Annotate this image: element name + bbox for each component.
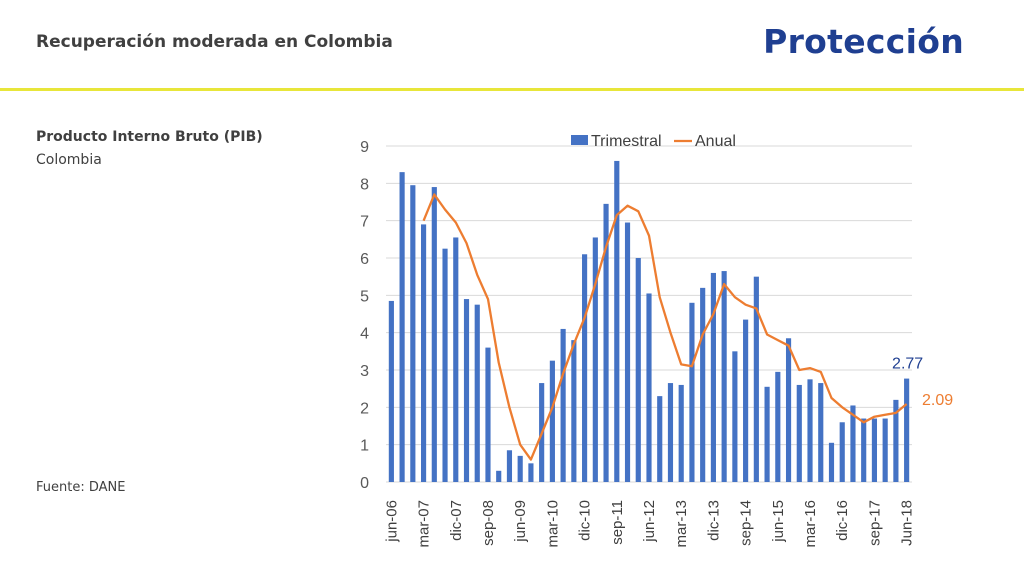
bar-trimestral bbox=[624, 222, 631, 483]
x-tick-label: jun-12 bbox=[641, 500, 658, 543]
bar-trimestral bbox=[496, 470, 502, 482]
bar-trimestral bbox=[753, 276, 759, 482]
bar-trimestral bbox=[528, 463, 534, 482]
x-tick-label: sep-08 bbox=[480, 500, 497, 546]
bar-trimestral bbox=[506, 450, 513, 482]
bar-trimestral bbox=[571, 340, 577, 482]
bar-trimestral bbox=[399, 172, 405, 482]
bar-trimestral bbox=[850, 405, 856, 482]
bar-trimestral bbox=[807, 379, 813, 482]
source-note: Fuente: DANE bbox=[36, 480, 126, 495]
y-tick-label: 9 bbox=[360, 139, 369, 156]
x-tick-label: mar-07 bbox=[416, 500, 433, 548]
bar-trimestral bbox=[775, 371, 781, 482]
x-tick-label: Jun-18 bbox=[899, 500, 916, 546]
y-tick-label: 2 bbox=[360, 400, 369, 417]
bar-trimestral bbox=[828, 442, 835, 482]
bar-trimestral bbox=[678, 384, 684, 482]
bar-trimestral bbox=[560, 328, 566, 482]
x-tick-label: mar-10 bbox=[544, 500, 561, 548]
bar-trimestral bbox=[410, 185, 416, 482]
legend-swatch-trimestral bbox=[571, 135, 588, 145]
bar-trimestral bbox=[743, 319, 749, 482]
bar-trimestral bbox=[442, 248, 448, 482]
bar-trimestral bbox=[689, 302, 695, 482]
data-label-trimestral-last: 2.77 bbox=[892, 356, 923, 373]
bar-trimestral bbox=[871, 418, 878, 482]
chart-description-title: Producto Interno Bruto (PIB) bbox=[36, 129, 263, 145]
bar-trimestral bbox=[603, 203, 609, 482]
bar-trimestral bbox=[463, 299, 470, 482]
x-tick-label: dic-10 bbox=[577, 500, 594, 541]
legend-label-anual: Anual bbox=[695, 133, 736, 150]
bar-trimestral bbox=[431, 187, 437, 483]
bar-trimestral bbox=[721, 271, 727, 482]
bar-trimestral bbox=[732, 351, 738, 482]
line-anual bbox=[422, 193, 908, 461]
y-tick-label: 1 bbox=[360, 438, 369, 455]
x-tick-label: mar-16 bbox=[802, 500, 819, 548]
x-tick-label: dic-07 bbox=[448, 500, 465, 541]
y-tick-label: 5 bbox=[360, 288, 369, 305]
brand-logo: Protección bbox=[763, 22, 964, 61]
y-tick-label: 7 bbox=[360, 214, 369, 231]
bar-trimestral bbox=[764, 386, 770, 482]
bar-trimestral bbox=[420, 224, 427, 482]
page-title: Recuperación moderada en Colombia bbox=[36, 32, 393, 52]
bar-trimestral bbox=[517, 455, 523, 482]
x-tick-label: jun-15 bbox=[770, 500, 787, 543]
bar-trimestral bbox=[635, 258, 641, 482]
bar-trimestral bbox=[796, 384, 802, 482]
x-tick-label: jun-09 bbox=[512, 500, 529, 543]
header-divider bbox=[0, 88, 1024, 91]
bar-trimestral bbox=[474, 304, 480, 482]
bar-trimestral bbox=[710, 272, 716, 482]
bar-trimestral bbox=[893, 399, 899, 482]
bar-trimestral bbox=[818, 383, 824, 482]
bar-trimestral bbox=[657, 396, 663, 482]
bar-trimestral bbox=[388, 300, 394, 482]
bar-trimestral bbox=[582, 254, 588, 482]
bar-trimestral bbox=[646, 293, 652, 482]
x-tick-label: sep-17 bbox=[866, 500, 883, 546]
bar-trimestral bbox=[861, 418, 867, 482]
x-tick-label: mar-13 bbox=[673, 500, 690, 548]
y-tick-label: 3 bbox=[360, 363, 369, 380]
bar-trimestral bbox=[592, 237, 598, 482]
x-tick-label: dic-13 bbox=[705, 500, 722, 541]
bar-trimestral bbox=[614, 160, 620, 482]
bar-trimestral bbox=[485, 347, 491, 482]
bar-trimestral bbox=[549, 360, 555, 482]
bar-trimestral bbox=[667, 383, 674, 482]
bar-trimestral bbox=[904, 378, 910, 482]
bar-trimestral bbox=[785, 338, 792, 482]
data-label-anual-last: 2.09 bbox=[922, 392, 953, 409]
x-tick-label: dic-16 bbox=[834, 500, 851, 541]
bar-trimestral bbox=[839, 422, 845, 482]
y-tick-label: 6 bbox=[360, 251, 369, 268]
legend-label-trimestral: Trimestral bbox=[591, 133, 662, 150]
x-tick-label: sep-14 bbox=[738, 500, 755, 546]
bar-trimestral bbox=[882, 418, 888, 482]
bar-trimestral bbox=[453, 237, 459, 482]
bar-trimestral bbox=[700, 287, 706, 482]
x-tick-label: sep-11 bbox=[609, 500, 626, 545]
x-tick-label: jun-06 bbox=[383, 500, 400, 543]
y-tick-label: 4 bbox=[360, 326, 369, 343]
chart-description-subtitle: Colombia bbox=[36, 152, 102, 168]
y-tick-label: 0 bbox=[360, 475, 369, 492]
y-tick-label: 8 bbox=[360, 176, 369, 193]
